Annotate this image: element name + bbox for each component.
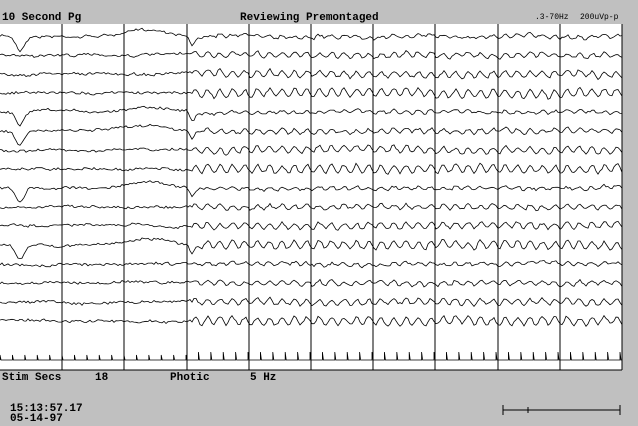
photic-label: Photic	[170, 372, 210, 384]
eeg-trace	[0, 237, 623, 259]
eeg-trace	[0, 50, 623, 60]
mode-title: Reviewing Premontaged	[240, 12, 379, 24]
eeg-trace	[0, 202, 623, 212]
second-grid	[61, 24, 623, 370]
eeg-trace	[0, 259, 623, 269]
eeg-trace	[0, 67, 623, 81]
eeg-trace	[0, 180, 623, 203]
eeg-traces	[0, 27, 623, 361]
stim-trace	[0, 351, 622, 361]
eeg-trace	[0, 278, 623, 288]
eeg-trace	[0, 105, 623, 127]
eeg-trace	[0, 86, 623, 100]
date: 05-14-97	[10, 413, 63, 425]
time: 15:13:57.17	[10, 403, 83, 415]
sensitivity: 200uVp-p	[580, 13, 619, 22]
filter: .3-70Hz	[535, 13, 569, 22]
page-title: 10 Second Pg	[2, 12, 81, 24]
eeg-trace	[0, 123, 623, 146]
eeg-trace	[0, 27, 623, 53]
stim-label: Stim Secs	[2, 372, 61, 384]
stim-secs: 18	[95, 372, 109, 384]
eeg-trace	[0, 220, 623, 231]
eeg-trace	[0, 162, 623, 175]
photic-rate: 5 Hz	[250, 372, 276, 384]
eeg-trace	[0, 144, 623, 156]
eeg-trace	[0, 314, 623, 327]
scale-bar	[502, 405, 621, 415]
eeg-trace	[0, 296, 623, 308]
